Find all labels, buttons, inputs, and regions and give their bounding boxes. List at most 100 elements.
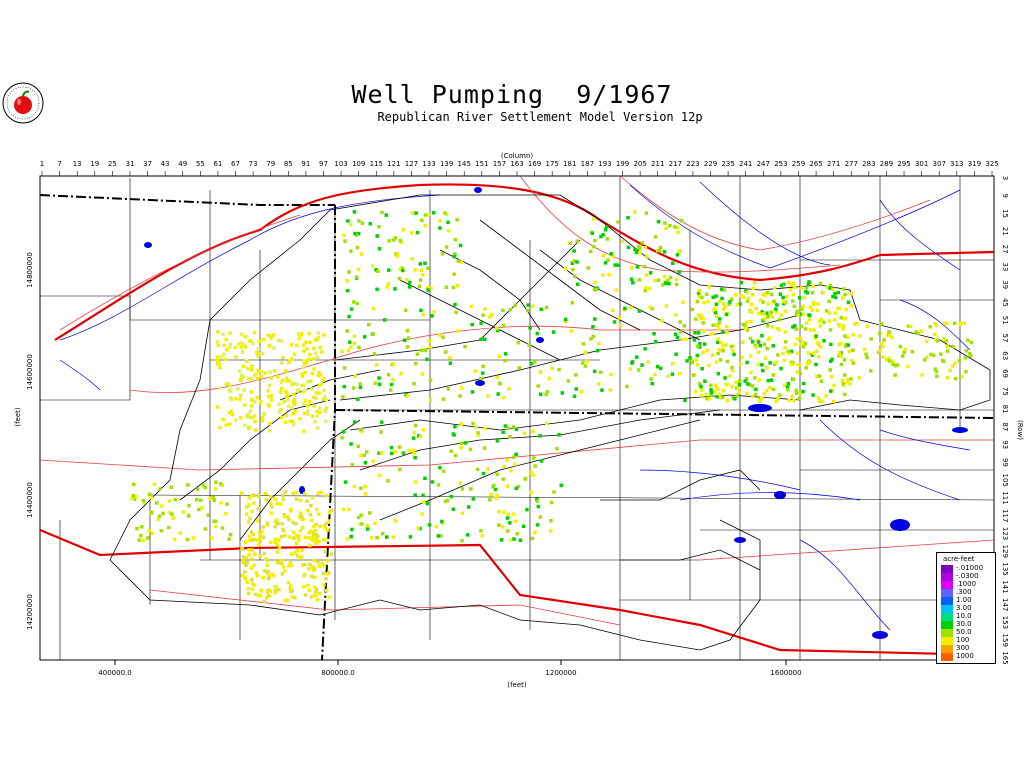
pumping-cells bbox=[130, 210, 974, 604]
column-tick: 151 bbox=[475, 160, 488, 168]
column-tick: 169 bbox=[528, 160, 541, 168]
legend-label: .300 bbox=[956, 588, 972, 596]
legend-label: 1.00 bbox=[956, 596, 972, 604]
streams bbox=[59, 181, 971, 631]
column-tick: 313 bbox=[950, 160, 963, 168]
row-tick: 135 bbox=[1001, 562, 1009, 575]
column-tick: 139 bbox=[440, 160, 453, 168]
y-tick-1: 14800000 bbox=[26, 252, 34, 288]
column-tick: 319 bbox=[968, 160, 981, 168]
legend-swatch bbox=[941, 581, 953, 589]
legend-label: 10.0 bbox=[956, 612, 972, 620]
row-tick: 9 bbox=[1001, 194, 1009, 198]
roads bbox=[39, 175, 995, 626]
x-axis-title: (feet) bbox=[507, 681, 527, 689]
column-tick: 19 bbox=[90, 160, 99, 168]
column-tick: 85 bbox=[284, 160, 293, 168]
legend-swatch bbox=[941, 653, 953, 661]
column-tick: 37 bbox=[143, 160, 152, 168]
legend-item: 1000 bbox=[941, 652, 993, 661]
legend-label: 3.00 bbox=[956, 604, 972, 612]
row-tick: 21 bbox=[1001, 227, 1009, 236]
row-axis-title: (Row) bbox=[1016, 420, 1024, 440]
column-tick: 271 bbox=[827, 160, 840, 168]
column-tick: 121 bbox=[387, 160, 400, 168]
column-tick: 7 bbox=[57, 160, 61, 168]
column-tick: 91 bbox=[301, 160, 310, 168]
column-tick: 295 bbox=[897, 160, 910, 168]
column-tick: 73 bbox=[249, 160, 258, 168]
column-tick: 289 bbox=[880, 160, 893, 168]
column-tick: 217 bbox=[669, 160, 682, 168]
column-tick: 283 bbox=[862, 160, 875, 168]
y-tick-3: 14400000 bbox=[26, 482, 34, 518]
state-border bbox=[39, 194, 995, 661]
row-tick: 45 bbox=[1001, 298, 1009, 307]
legend-item: 1.00 bbox=[941, 596, 993, 605]
column-tick: 301 bbox=[915, 160, 928, 168]
legend-item: 300 bbox=[941, 644, 993, 653]
column-tick: 277 bbox=[845, 160, 858, 168]
column-tick: 325 bbox=[985, 160, 998, 168]
column-tick: 133 bbox=[422, 160, 435, 168]
legend-item: .1000 bbox=[941, 580, 993, 589]
column-tick: 265 bbox=[809, 160, 822, 168]
column-tick: 259 bbox=[792, 160, 805, 168]
column-tick: 61 bbox=[213, 160, 222, 168]
page-title: Well Pumping 9/1967 bbox=[351, 80, 673, 109]
legend-label: -.01000 bbox=[956, 564, 984, 572]
legend-swatch bbox=[941, 573, 953, 581]
row-tick: 75 bbox=[1001, 387, 1009, 396]
row-tick: 93 bbox=[1001, 440, 1009, 449]
column-tick: 181 bbox=[563, 160, 576, 168]
column-tick: 241 bbox=[739, 160, 752, 168]
legend-swatch bbox=[941, 645, 953, 653]
legend-swatch bbox=[941, 613, 953, 621]
row-tick: 153 bbox=[1001, 616, 1009, 629]
row-axis: 3915212733394551576369758187939910511111… bbox=[1001, 176, 1009, 665]
column-tick: 13 bbox=[73, 160, 82, 168]
row-tick: 111 bbox=[1001, 491, 1009, 504]
legend-label: 100 bbox=[956, 636, 970, 644]
column-tick: 205 bbox=[633, 160, 646, 168]
column-tick: 97 bbox=[319, 160, 328, 168]
column-tick: 115 bbox=[370, 160, 383, 168]
row-tick: 123 bbox=[1001, 527, 1009, 540]
row-tick: 57 bbox=[1001, 334, 1009, 343]
row-tick: 129 bbox=[1001, 545, 1009, 558]
row-tick: 87 bbox=[1001, 422, 1009, 431]
apple-logo-icon bbox=[2, 82, 44, 124]
column-tick: 127 bbox=[405, 160, 418, 168]
legend-label: -.0300 bbox=[956, 572, 979, 580]
legend-item: 30.0 bbox=[941, 620, 993, 629]
legend-swatch bbox=[941, 605, 953, 613]
column-tick: 187 bbox=[581, 160, 594, 168]
x-tick-2: 800000.0 bbox=[321, 669, 354, 677]
page-subtitle: Republican River Settlement Model Versio… bbox=[377, 110, 703, 124]
row-tick: 51 bbox=[1001, 316, 1009, 325]
legend-item: -.01000 bbox=[941, 564, 993, 573]
county-grid bbox=[40, 176, 995, 660]
x-tick-1: 400000.0 bbox=[98, 669, 131, 677]
row-tick: 3 bbox=[1001, 176, 1009, 180]
legend-swatch bbox=[941, 629, 953, 637]
column-tick: 307 bbox=[933, 160, 946, 168]
x-tick-3: 1200000 bbox=[545, 669, 576, 677]
column-tick: 145 bbox=[458, 160, 471, 168]
legend-label: 300 bbox=[956, 644, 970, 652]
row-tick: 141 bbox=[1001, 580, 1009, 593]
row-tick: 99 bbox=[1001, 458, 1009, 467]
legend-label: 30.0 bbox=[956, 620, 972, 628]
column-tick: 25 bbox=[108, 160, 117, 168]
x-tick-4: 1600000 bbox=[770, 669, 801, 677]
row-tick: 63 bbox=[1001, 351, 1009, 360]
map-frame bbox=[39, 175, 995, 661]
column-axis: 1 7 13 19 25 31 37 43 49 55 61 67 73 79 85 91 97 103 109 11… bbox=[40, 160, 999, 176]
column-tick: 157 bbox=[493, 160, 506, 168]
column-tick: 67 bbox=[231, 160, 240, 168]
row-tick: 27 bbox=[1001, 245, 1009, 254]
y-axis-title: (feet) bbox=[14, 407, 22, 427]
legend: acre-feet -.01000 -.0300.1000.300 1.00 3.00… bbox=[936, 552, 996, 664]
column-tick: 1 bbox=[40, 160, 44, 168]
column-tick: 103 bbox=[334, 160, 347, 168]
